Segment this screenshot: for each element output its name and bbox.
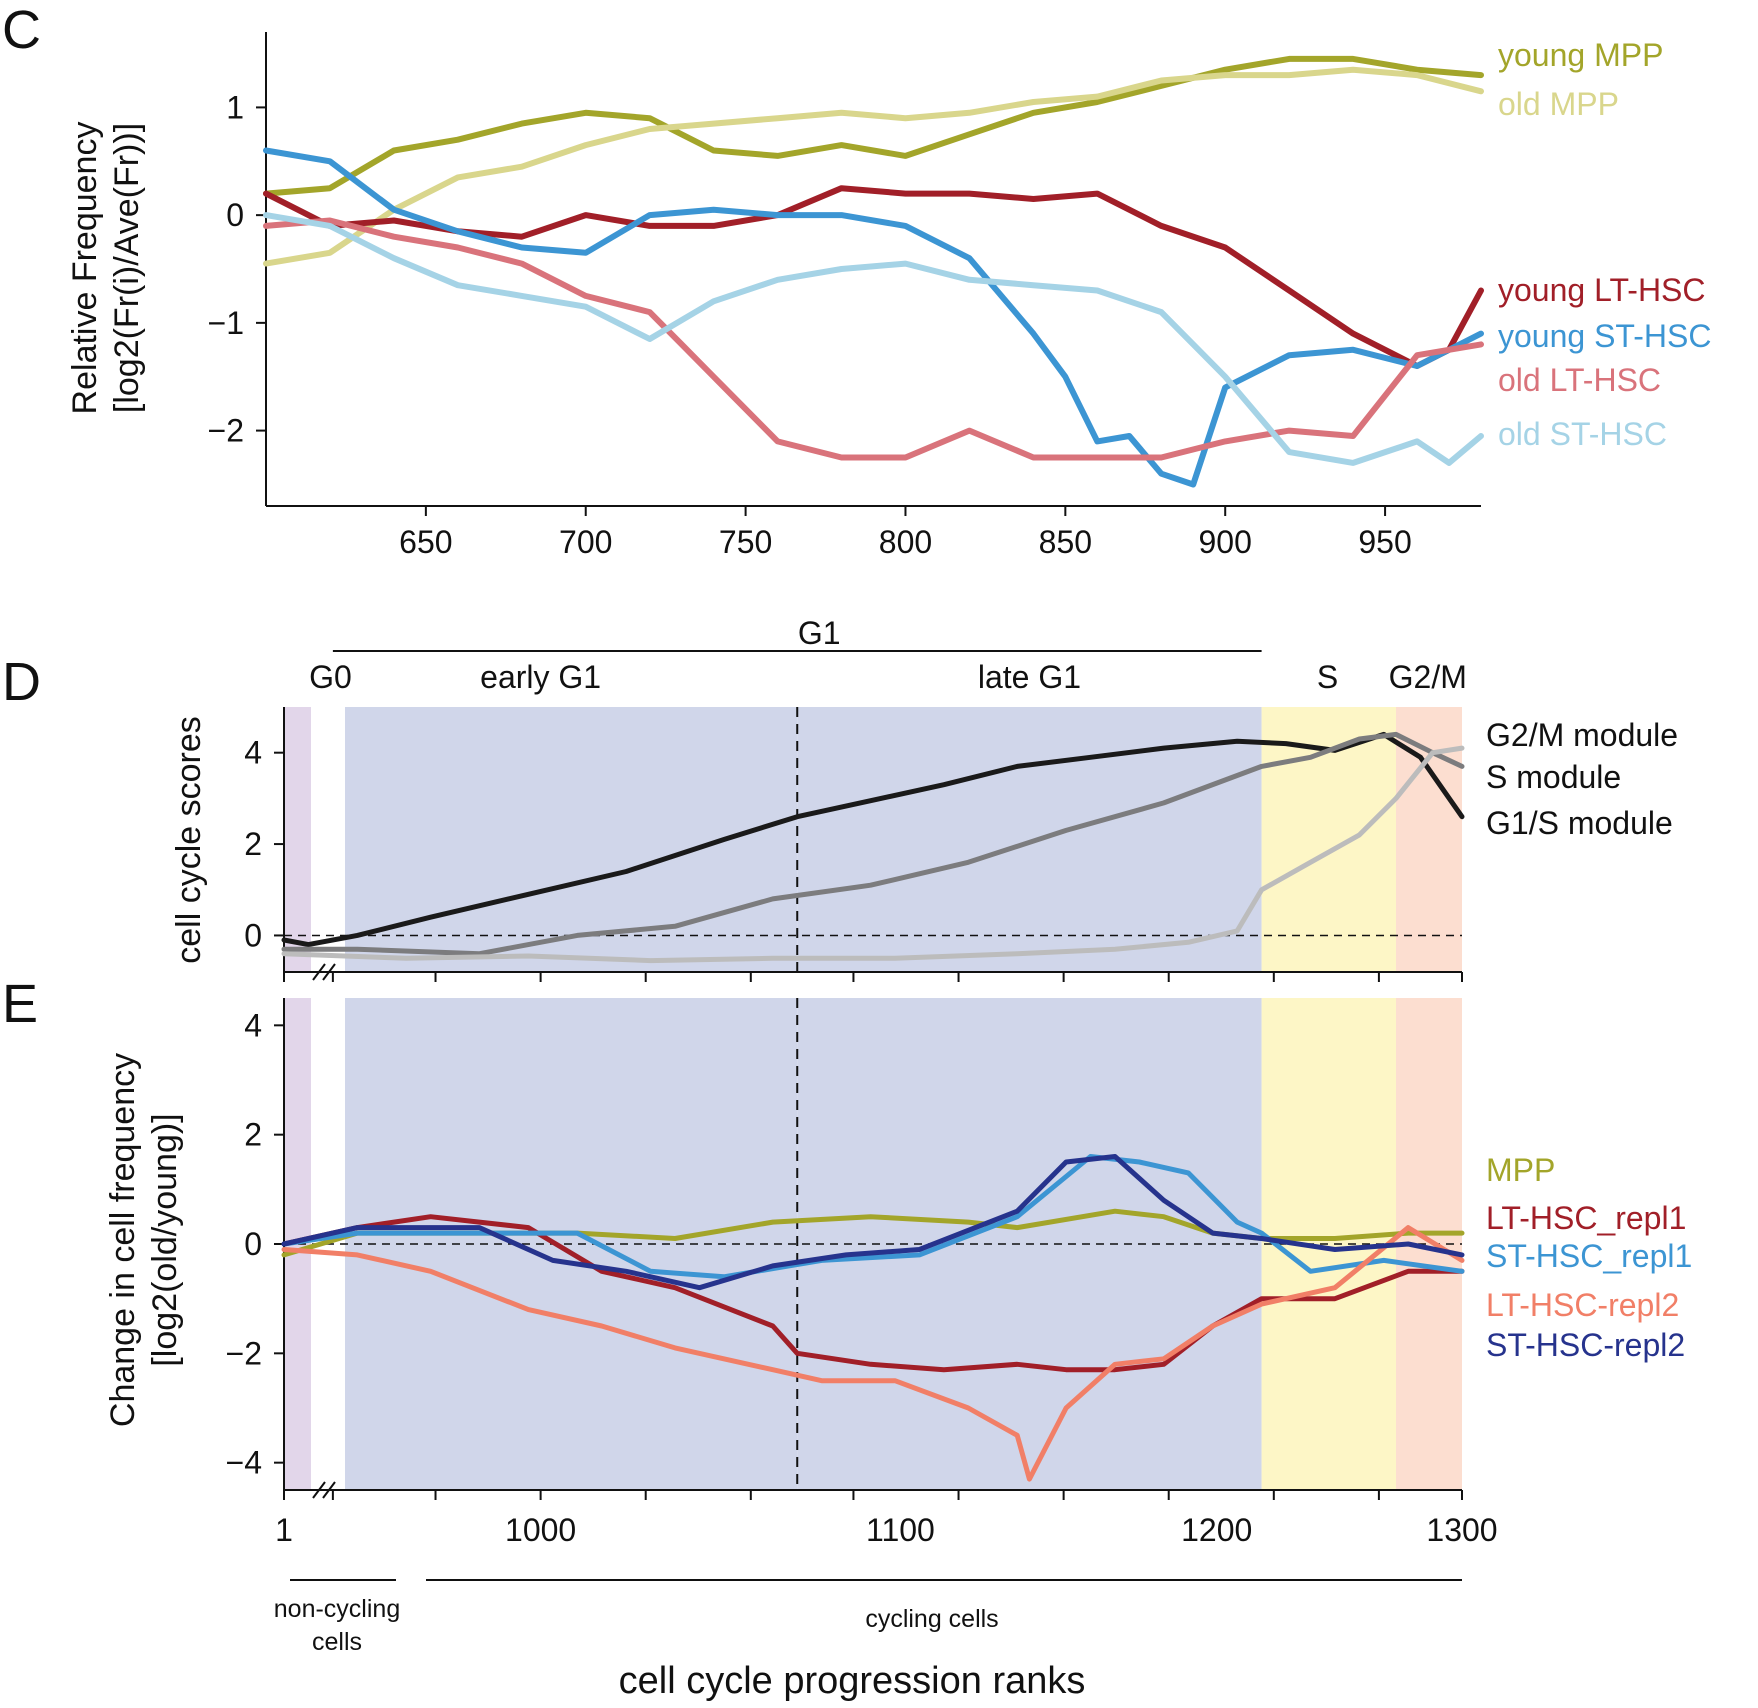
x-tick-label: 850 bbox=[1039, 524, 1092, 560]
y-tick-label: −1 bbox=[208, 305, 244, 341]
panel-letter-e: E bbox=[2, 974, 38, 1034]
legend-entry-young-lt-hsc: young LT-HSC bbox=[1498, 272, 1706, 308]
legend-entry-young-mpp: young MPP bbox=[1498, 37, 1663, 73]
x-tick-label: 750 bbox=[719, 524, 772, 560]
legend-entry-g1-s-module: G1/S module bbox=[1486, 805, 1673, 841]
series-line-lt-hsc-repl2 bbox=[281, 1225, 1465, 1482]
series-line-old-mpp bbox=[263, 66, 1484, 267]
y-tick-label: −4 bbox=[226, 1445, 262, 1481]
series-line-old-lt-hsc bbox=[263, 217, 1484, 461]
y-axis-title-line: [log2(old/young)] bbox=[146, 1113, 184, 1366]
x-tick-label: 1 bbox=[275, 1512, 293, 1548]
y-axis-title-line: Change in cell frequency bbox=[104, 1053, 142, 1427]
legend-entry-old-lt-hsc: old LT-HSC bbox=[1498, 362, 1661, 398]
y-tick-label: 4 bbox=[244, 735, 262, 771]
cycling-cells-label: cycling cells bbox=[865, 1605, 998, 1633]
series-line-lt-hsc-repl1 bbox=[281, 1214, 1465, 1373]
phase-label-s: S bbox=[1317, 659, 1338, 695]
series-line-young-st-hsc bbox=[263, 147, 1484, 488]
g1-label: G1 bbox=[798, 615, 841, 651]
panel-c: C 1 0 −1 −2 650 700 750 800 850 900 950 Relative Fre… bbox=[2, 0, 1711, 560]
legend-entry-lt-hsc-repl1: LT-HSC_repl1 bbox=[1486, 1200, 1686, 1236]
phase-band-late-g1 bbox=[797, 707, 1262, 972]
shared-annotations: 1 1000 1100 1200 1300 non-cycling cells cycling… bbox=[274, 963, 1498, 1702]
axis-break-slash bbox=[322, 1481, 336, 1499]
legend-entry-old-mpp: old MPP bbox=[1498, 86, 1619, 122]
legend-entry-st-hsc-repl2: ST-HSC-repl2 bbox=[1486, 1327, 1685, 1363]
legend-entry-young-st-hsc: young ST-HSC bbox=[1498, 318, 1711, 354]
axis-break-slash bbox=[312, 963, 326, 981]
x-tick-label: 1300 bbox=[1426, 1512, 1497, 1548]
series-line-g1-s-module bbox=[281, 745, 1465, 964]
y-tick-label: 0 bbox=[226, 197, 244, 233]
x-axis-title: cell cycle progression ranks bbox=[619, 1660, 1086, 1702]
y-tick-label: −2 bbox=[208, 413, 244, 449]
panel-letter-d: D bbox=[2, 652, 41, 712]
y-tick-label: 4 bbox=[244, 1007, 262, 1043]
phase-band-s bbox=[1261, 707, 1397, 972]
legend-entry-g2-m-module: G2/M module bbox=[1486, 717, 1678, 753]
x-tick-label: 1000 bbox=[505, 1512, 576, 1548]
panel-letter-c: C bbox=[2, 0, 41, 60]
legend-entry-mpp: MPP bbox=[1486, 1152, 1555, 1188]
x-tick-label: 700 bbox=[559, 524, 612, 560]
y-tick-label: −2 bbox=[226, 1335, 262, 1371]
y-axis-title-line: Relative Frequency bbox=[66, 122, 104, 415]
y-tick-label: 2 bbox=[244, 826, 262, 862]
legend-entry-s-module: S module bbox=[1486, 759, 1621, 795]
x-tick-label: 900 bbox=[1199, 524, 1252, 560]
axis-break-slash bbox=[322, 963, 336, 981]
y-tick-label: 2 bbox=[244, 1117, 262, 1153]
phase-label-g2-m: G2/M bbox=[1389, 659, 1467, 695]
phase-label-early-g1: early G1 bbox=[480, 659, 601, 695]
y-axis-title: Relative Frequency [log2(Fr(i)/Ave(Fr))] bbox=[66, 122, 146, 415]
y-axis-title-line: [log2(Fr(i)/Ave(Fr))] bbox=[108, 123, 146, 413]
x-tick-label: 800 bbox=[879, 524, 932, 560]
panel-e: E 4 2 0 −2 −4 Change in cell frequency [log2(ol… bbox=[2, 974, 1692, 1491]
series-line-st-hsc-repl2 bbox=[281, 1154, 1465, 1291]
x-tick-label: 1200 bbox=[1181, 1512, 1252, 1548]
panel-d: D 4 2 0 cell cycle scores G0 early G1 late G1 S G… bbox=[2, 615, 1678, 973]
phase-label-late-g1: late G1 bbox=[978, 659, 1081, 695]
y-tick-label: 1 bbox=[226, 89, 244, 125]
series-line-old-st-hsc bbox=[263, 212, 1484, 466]
series-line-young-mpp bbox=[263, 55, 1484, 197]
axis-break-slash bbox=[312, 1481, 326, 1499]
legend-entry-st-hsc-repl1: ST-HSC_repl1 bbox=[1486, 1238, 1692, 1274]
axis-break-gap bbox=[311, 707, 345, 972]
y-axis-title: Change in cell frequency [log2(old/young)… bbox=[104, 1053, 184, 1427]
series-line-s-module bbox=[281, 731, 1465, 957]
phase-label-g0: G0 bbox=[309, 659, 352, 695]
y-axis-title: cell cycle scores bbox=[170, 716, 208, 964]
legend-entry-old-st-hsc: old ST-HSC bbox=[1498, 416, 1667, 452]
non-cycling-label-line1: non-cycling bbox=[274, 1595, 400, 1623]
y-tick-label: 0 bbox=[244, 1226, 262, 1262]
x-tick-label: 1100 bbox=[866, 1512, 935, 1548]
series-line-young-lt-hsc bbox=[263, 185, 1484, 369]
legend-entry-lt-hsc-repl2: LT-HSC-repl2 bbox=[1486, 1287, 1679, 1323]
y-tick-label: 0 bbox=[244, 917, 262, 953]
x-tick-label: 650 bbox=[399, 524, 452, 560]
non-cycling-label-line2: cells bbox=[312, 1628, 362, 1656]
series-line-st-hsc-repl1 bbox=[281, 1154, 1465, 1280]
x-tick-label: 950 bbox=[1358, 524, 1411, 560]
